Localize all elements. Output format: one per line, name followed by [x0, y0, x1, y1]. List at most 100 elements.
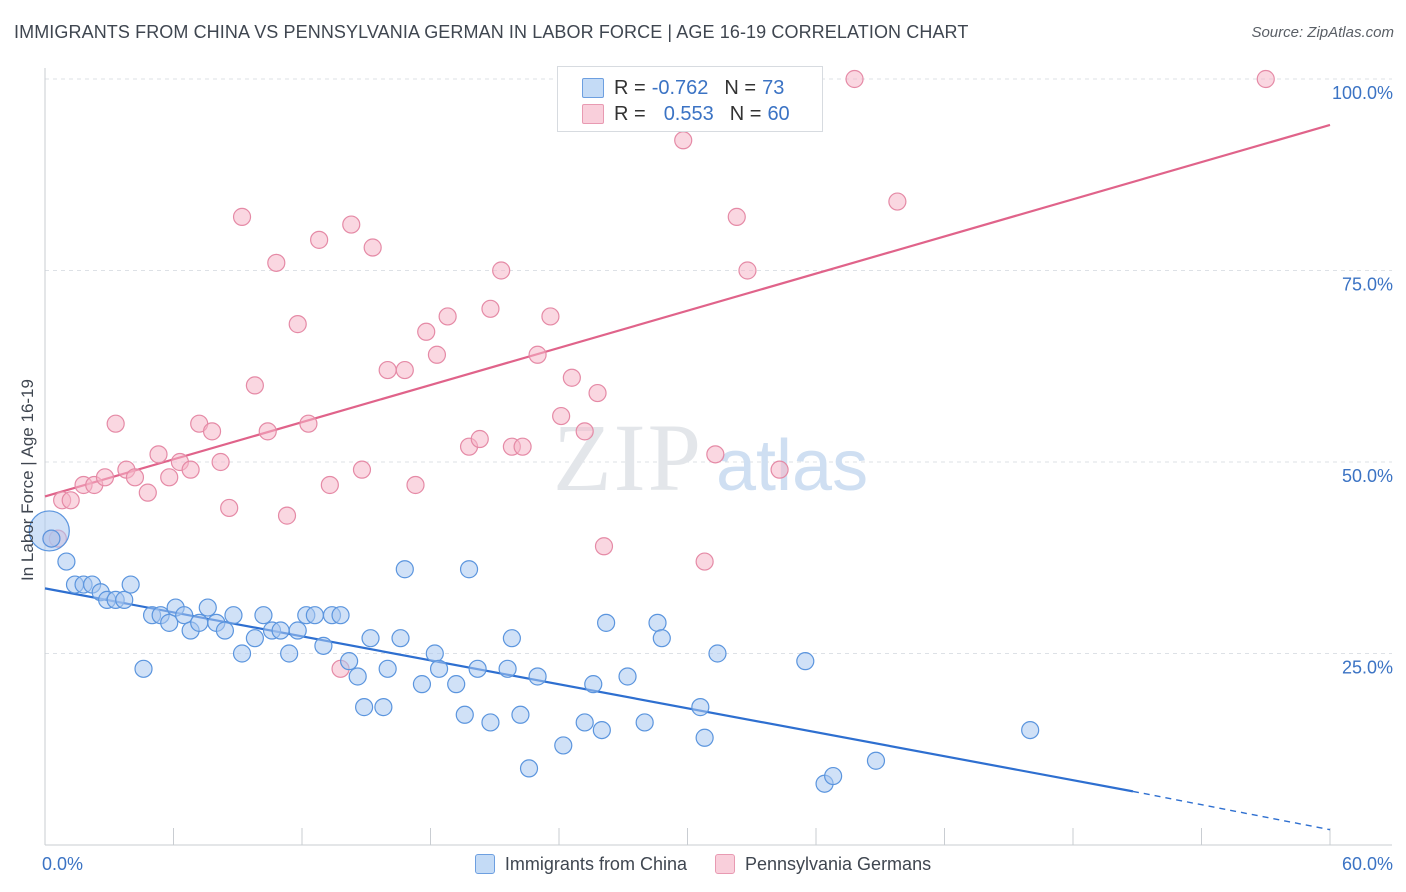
point-china — [395, 560, 414, 579]
point-penn — [395, 360, 414, 380]
point-penn — [95, 468, 115, 487]
legend-item-china[interactable]: Immigrants from China — [474, 853, 687, 875]
penn-legend-swatch — [714, 854, 735, 874]
n-label: N = — [724, 76, 757, 99]
point-penn — [149, 445, 168, 464]
point-china — [121, 575, 140, 594]
watermark-zip: ZIP — [553, 404, 703, 511]
point-penn — [258, 422, 277, 441]
point-penn — [427, 345, 447, 364]
tick-labels: 25.0% 50.0% 75.0% 100.0% 0.0% 60.0% — [42, 83, 1393, 874]
point-china — [305, 606, 324, 625]
x-tick-label: 60.0% — [1342, 854, 1393, 874]
point-china — [160, 613, 179, 632]
point-china — [314, 636, 333, 655]
y-tick-label: 75.0% — [1342, 275, 1393, 295]
point-penn — [245, 376, 264, 395]
point-china — [57, 552, 76, 571]
point-penn — [138, 483, 157, 502]
point-penn — [211, 452, 230, 472]
point-penn — [738, 261, 757, 280]
data-points — [28, 69, 1275, 793]
point-penn — [888, 192, 907, 211]
n-value-china: 73 — [762, 76, 785, 99]
y-tick-label: 25.0% — [1342, 658, 1393, 678]
point-penn — [406, 475, 425, 495]
point-china — [502, 629, 521, 648]
point-china — [391, 629, 410, 648]
point-penn — [481, 299, 500, 318]
point-china — [348, 667, 367, 686]
point-china — [584, 675, 603, 694]
point-penn — [310, 230, 329, 249]
point-china — [447, 675, 466, 694]
point-china — [355, 698, 374, 717]
point-china — [331, 606, 350, 625]
point-china — [459, 560, 479, 579]
axes — [44, 68, 1392, 846]
legend-item-penn[interactable]: Pennsylvania Germans — [714, 854, 931, 875]
point-china — [361, 629, 380, 648]
point-china — [378, 659, 397, 678]
point-penn — [588, 383, 607, 403]
point-china — [340, 652, 359, 671]
point-china — [652, 629, 671, 648]
point-penn — [277, 506, 297, 525]
point-china — [511, 705, 530, 724]
point-penn — [541, 307, 560, 326]
point-china — [134, 659, 153, 678]
chart-title: IMMIGRANTS FROM CHINA VS PENNSYLVANIA GE… — [14, 22, 969, 42]
point-china — [232, 644, 252, 663]
chart-source: Source: ZipAtlas.com — [1251, 24, 1394, 41]
point-china — [481, 713, 500, 732]
point-penn — [352, 460, 372, 479]
watermark-atlas: atlas — [716, 426, 868, 506]
trend-line-penn — [44, 123, 1331, 498]
point-penn — [727, 207, 746, 226]
point-china — [519, 759, 539, 778]
watermark: ZIP atlas — [553, 404, 868, 511]
point-penn — [417, 322, 436, 341]
stats-legend: R = -0.762 N = 73 R = 0.553 N = 60 — [557, 66, 823, 132]
china-swatch — [582, 78, 604, 98]
point-china — [280, 644, 299, 663]
point-penn — [220, 498, 239, 518]
point-china — [429, 659, 449, 678]
point-penn — [202, 422, 222, 441]
point-penn — [528, 345, 547, 364]
point-china — [42, 529, 61, 548]
point-china — [592, 720, 611, 740]
point-china — [796, 652, 815, 671]
point-china — [824, 766, 843, 786]
stats-row-china: R = -0.762 N = 73 — [582, 76, 784, 100]
point-penn — [706, 445, 725, 464]
point-penn — [594, 537, 614, 556]
point-china — [288, 621, 307, 640]
point-china — [648, 613, 667, 632]
point-penn — [378, 360, 397, 380]
point-penn — [695, 552, 714, 571]
point-penn — [299, 414, 318, 433]
point-china — [254, 606, 273, 625]
point-china — [635, 713, 654, 732]
point-penn — [160, 468, 179, 487]
point-penn — [363, 238, 382, 257]
point-china — [528, 667, 547, 686]
point-penn — [342, 215, 361, 234]
point-penn — [470, 429, 489, 449]
point-penn — [492, 261, 511, 280]
point-china — [597, 613, 616, 632]
point-penn — [106, 414, 125, 433]
china-legend-swatch — [474, 854, 495, 874]
trend-line-china-extension — [1132, 790, 1331, 831]
x-tick-label: 0.0% — [42, 854, 83, 874]
stats-row-penn: R = 0.553 N = 60 — [582, 102, 790, 126]
r-label: R = — [614, 102, 646, 125]
point-penn — [674, 131, 693, 150]
point-china — [468, 659, 487, 678]
penn-swatch — [582, 104, 604, 124]
point-china — [866, 751, 886, 770]
y-tick-label: 100.0% — [1332, 83, 1393, 103]
legend-label-china: Immigrants from China — [504, 853, 687, 874]
point-penn — [267, 253, 286, 272]
